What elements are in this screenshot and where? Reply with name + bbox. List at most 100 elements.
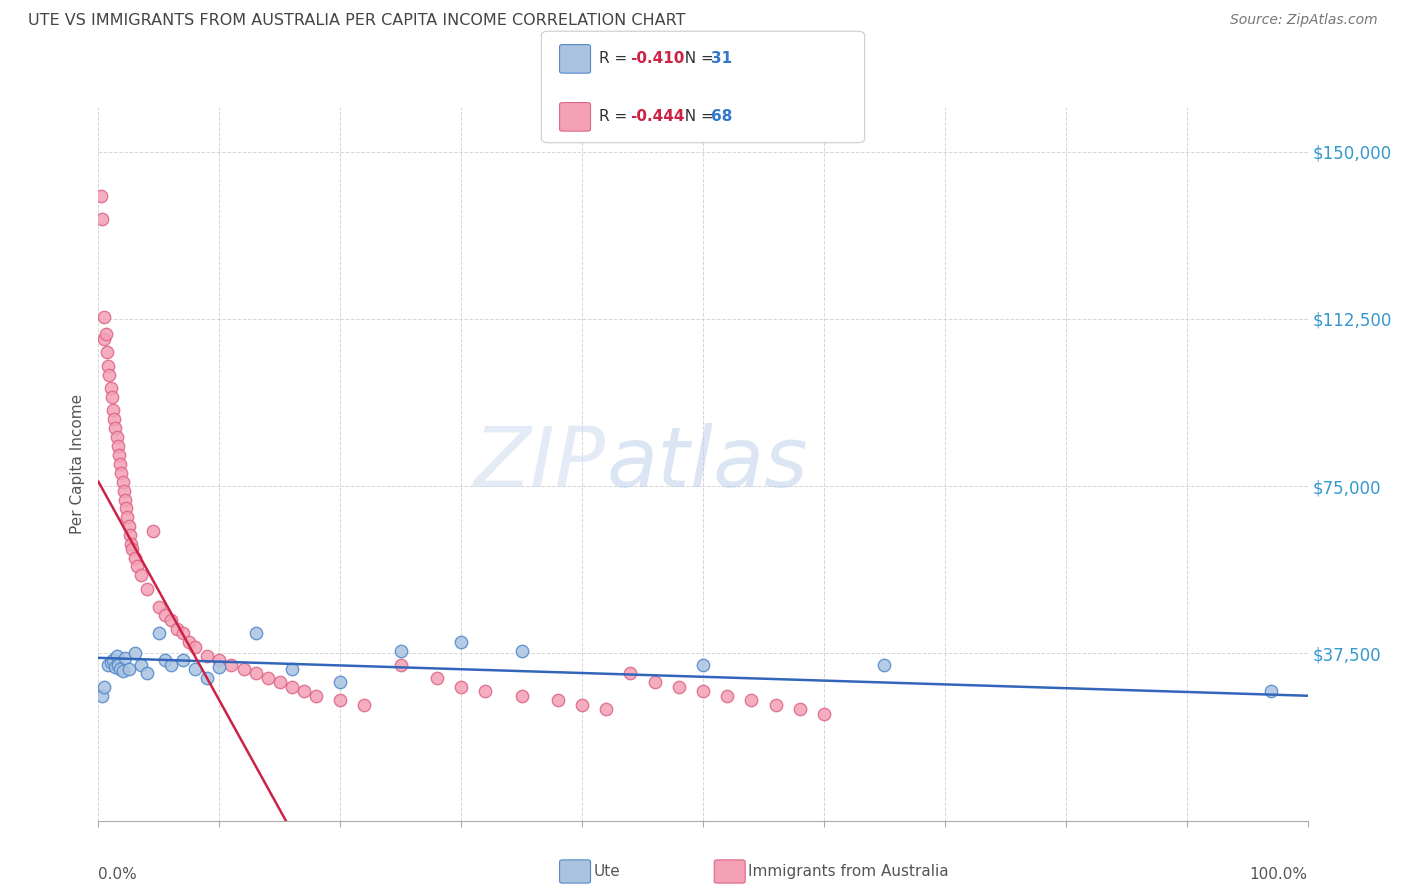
Point (97, 359, 120, 373)
Point (124, 646, 146, 660)
Point (269, 675, 291, 690)
Point (184, 640, 207, 654)
Point (281, 680, 304, 694)
Point (118, 528, 141, 542)
Point (105, 648, 128, 663)
Point (108, 457, 131, 471)
Point (329, 693, 352, 707)
Text: N =: N = (675, 52, 718, 66)
Text: 31: 31 (711, 52, 733, 66)
Text: -0.410: -0.410 (630, 52, 685, 66)
Point (120, 537, 142, 551)
Point (114, 651, 136, 665)
Point (101, 653, 124, 667)
Point (160, 657, 183, 672)
Point (118, 519, 141, 533)
Point (110, 466, 132, 480)
Point (595, 702, 617, 716)
Point (571, 698, 593, 712)
Point (142, 524, 165, 538)
Point (245, 666, 267, 681)
Point (98, 368, 121, 382)
Point (166, 622, 188, 636)
Point (692, 657, 714, 672)
Text: 100.0%: 100.0% (1250, 867, 1308, 882)
Point (474, 684, 496, 698)
Point (510, 644, 533, 658)
Text: Ute: Ute (593, 864, 620, 879)
Point (389, 644, 412, 658)
Point (740, 693, 762, 707)
Point (114, 492, 136, 507)
Point (353, 698, 375, 712)
Point (91, 689, 114, 703)
Point (93, 310, 115, 324)
Point (305, 689, 328, 703)
Point (117, 510, 139, 524)
Point (232, 662, 254, 676)
Point (256, 671, 278, 685)
Point (153, 653, 176, 667)
Point (426, 671, 449, 685)
Point (179, 635, 201, 649)
Point (148, 626, 170, 640)
Point (873, 657, 896, 672)
Point (93, 332, 115, 346)
Point (127, 559, 149, 574)
Text: ZIP: ZIP (474, 424, 606, 504)
Point (118, 662, 141, 676)
Text: R =: R = (599, 52, 633, 66)
Point (107, 439, 129, 453)
Point (111, 475, 134, 489)
Point (789, 702, 811, 716)
Point (93, 680, 115, 694)
Point (105, 430, 128, 444)
Point (96, 345, 118, 359)
Point (692, 684, 714, 698)
Point (153, 608, 176, 623)
Point (129, 568, 152, 582)
Point (111, 664, 134, 678)
Point (450, 635, 472, 649)
Point (281, 662, 304, 676)
Point (765, 698, 787, 712)
Point (329, 675, 352, 690)
Point (97, 657, 120, 672)
Point (160, 613, 183, 627)
Point (104, 660, 127, 674)
Text: -0.444: -0.444 (630, 110, 685, 124)
Point (195, 648, 218, 663)
Point (104, 421, 127, 435)
Point (121, 541, 143, 556)
Point (103, 412, 125, 426)
Point (208, 660, 231, 674)
Point (135, 582, 157, 596)
Text: R =: R = (599, 110, 633, 124)
Point (94, 327, 117, 342)
Point (1260, 684, 1282, 698)
Point (91, 211, 114, 226)
Point (172, 626, 194, 640)
Text: atlas: atlas (606, 424, 808, 504)
Text: Immigrants from Australia: Immigrants from Australia (748, 864, 949, 879)
Point (101, 403, 124, 417)
Point (619, 666, 641, 681)
Point (108, 448, 131, 462)
Text: N =: N = (675, 110, 718, 124)
Point (90, 189, 112, 203)
Point (129, 657, 152, 672)
Point (172, 653, 194, 667)
Point (716, 689, 738, 703)
Text: 0.0%: 0.0% (98, 867, 138, 882)
Point (107, 657, 129, 672)
Point (100, 655, 122, 669)
Point (208, 653, 231, 667)
Point (547, 693, 569, 707)
Text: Source: ZipAtlas.com: Source: ZipAtlas.com (1230, 13, 1378, 28)
Point (100, 390, 122, 404)
Point (184, 662, 207, 676)
Point (195, 671, 218, 685)
Point (112, 483, 135, 498)
Point (245, 626, 267, 640)
Text: 68: 68 (711, 110, 733, 124)
